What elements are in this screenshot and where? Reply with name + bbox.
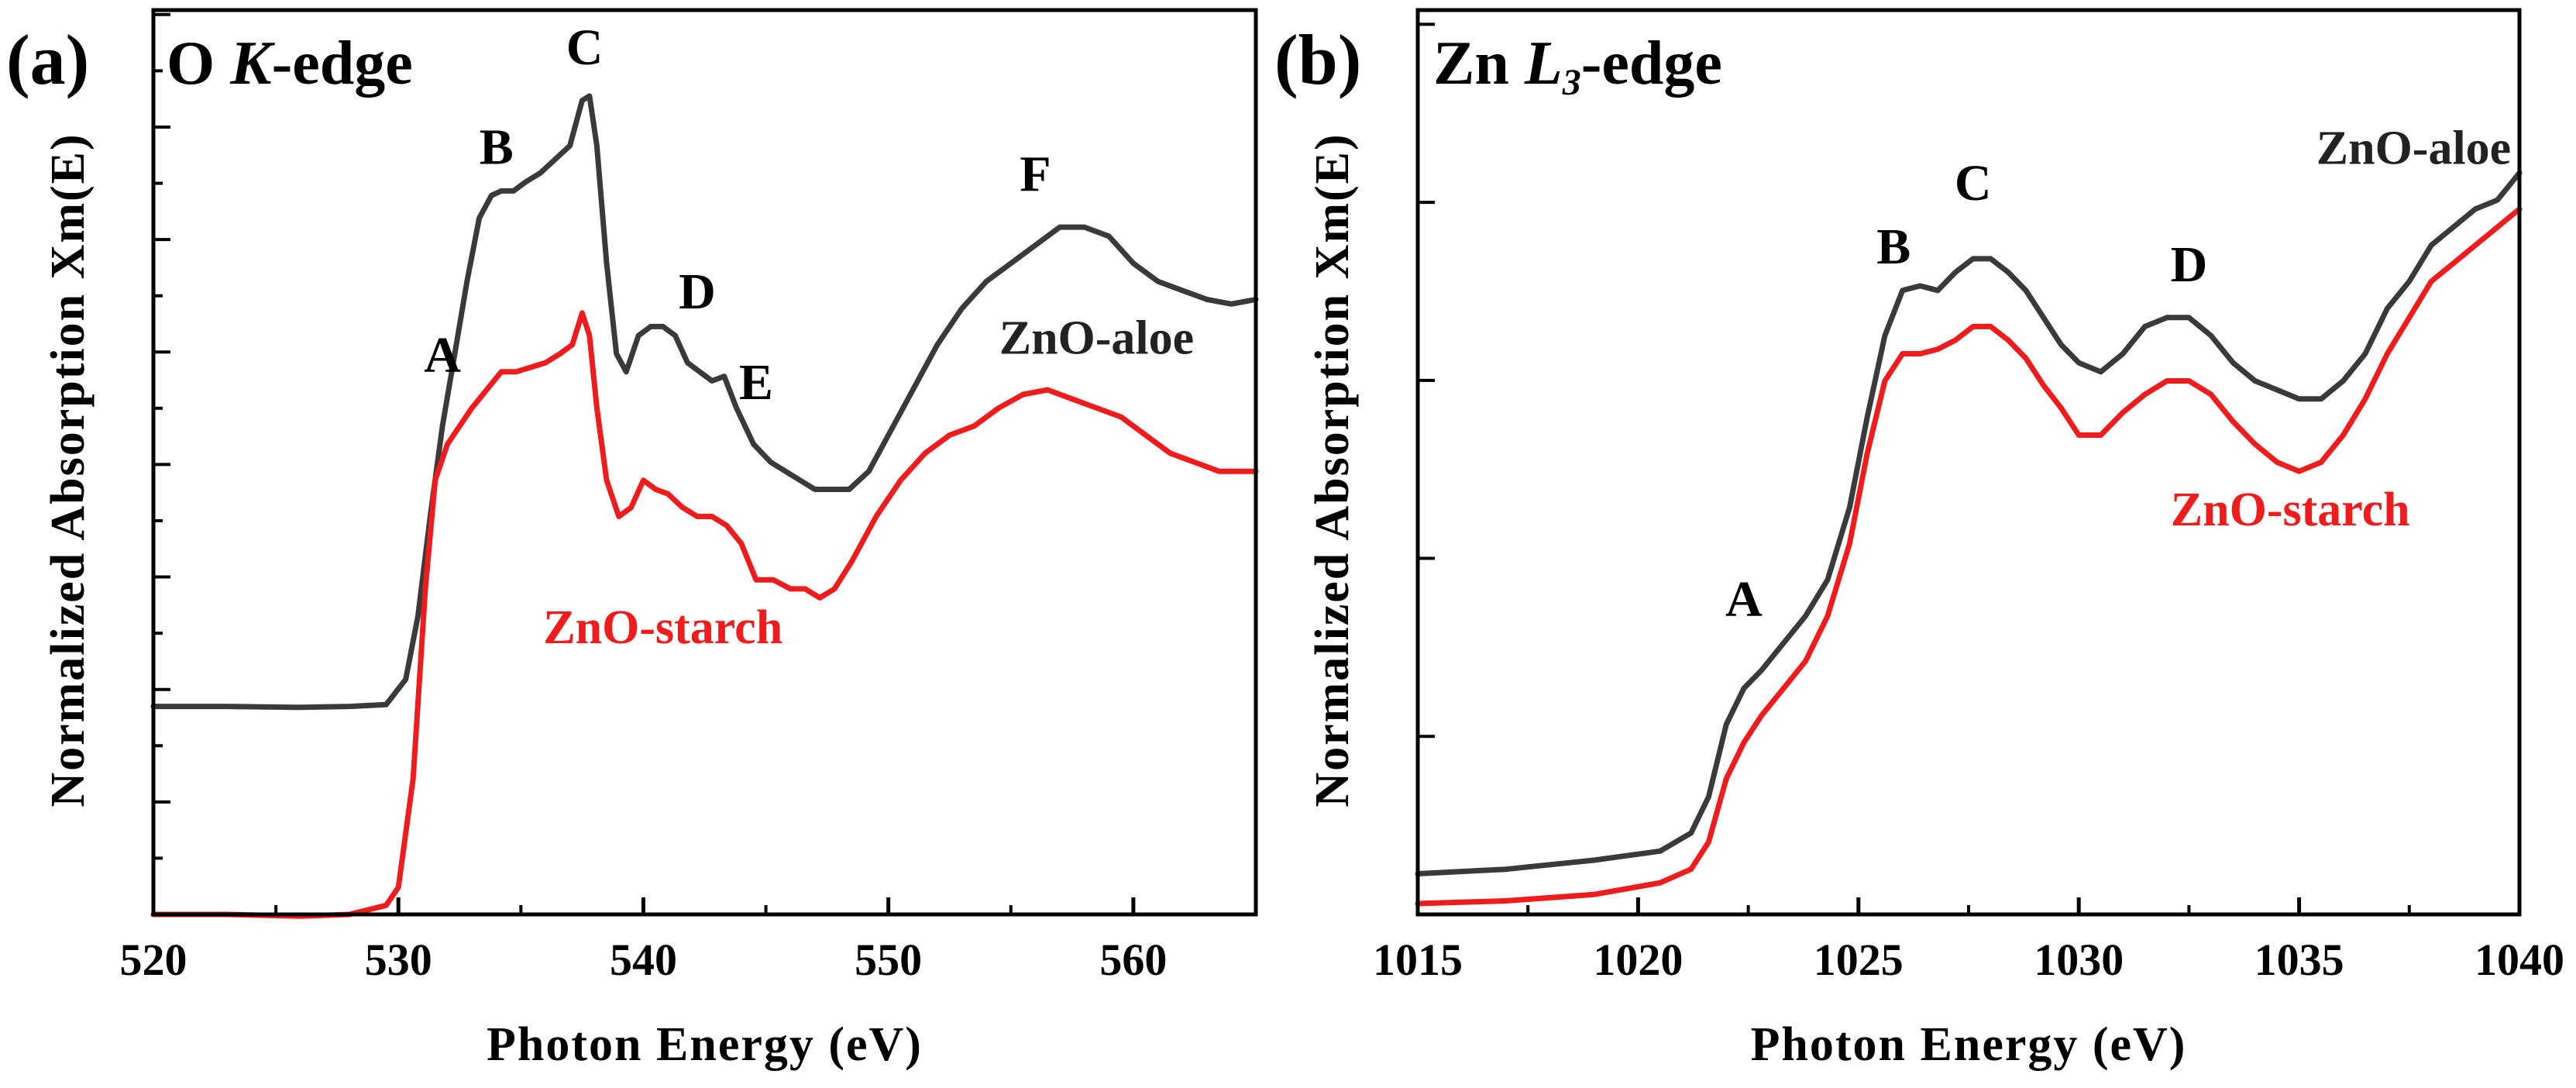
y-axis-label: Normalized Absorption Xm(E) (42, 133, 95, 807)
x-axis-label: Photon Energy (eV) (487, 1018, 923, 1071)
peak-label-d: D (679, 263, 716, 320)
x-tick-label: 550 (855, 935, 922, 985)
title-italic: L (1524, 29, 1563, 98)
series-label-zno-starch: ZnO-starch (2171, 484, 2410, 536)
series-label-zno-aloe: ZnO-aloe (999, 312, 1194, 364)
x-tick-label: 1040 (2475, 935, 2564, 985)
series-line-zno-starch (1415, 206, 2523, 907)
x-tick-label: 1030 (2034, 935, 2124, 985)
x-axis-label: Photon Energy (eV) (1751, 1018, 2187, 1071)
panel-title: O K-edge (167, 29, 413, 98)
peak-label-e: E (739, 354, 773, 411)
x-tick-label: 1025 (1814, 935, 1904, 985)
peak-label-d: D (2171, 236, 2208, 293)
peak-label-c: C (566, 19, 604, 76)
peak-label-a: A (1725, 571, 1763, 628)
x-tick-label: 1015 (1373, 935, 1463, 985)
panel-title: Zn L3-edge (1433, 29, 1722, 103)
y-axis-label: Normalized Absorption Xm(E) (1306, 133, 1359, 807)
peak-label-c: C (1955, 155, 1992, 212)
title-suffix: -edge (272, 29, 413, 98)
x-tick-label: 560 (1099, 935, 1167, 985)
series-label-zno-aloe: ZnO-aloe (2316, 122, 2511, 174)
peak-label-a: A (424, 327, 461, 384)
title-suffix: -edge (1581, 29, 1722, 98)
x-tick-label: 1020 (1593, 935, 1683, 985)
series-line-zno-starch (150, 310, 1259, 919)
x-tick-label: 1035 (2254, 935, 2344, 985)
peak-label-b: B (1876, 219, 1911, 275)
title-main: Zn (1433, 29, 1525, 98)
plot-frame (151, 8, 1258, 917)
x-tick-label: 540 (610, 935, 677, 985)
series-line-zno-aloe (150, 93, 1259, 711)
series-label-zno-starch: ZnO-starch (543, 601, 782, 654)
title-main: O (167, 29, 230, 98)
panel-label: (b) (1274, 20, 1361, 99)
title-italic: K (229, 29, 275, 98)
chart-panel-a: 520 530 540 550 560 Photon Energy (eV) Normali… (6, 8, 1259, 1071)
peak-label-b: B (480, 119, 514, 175)
x-tick-label: 530 (365, 935, 432, 985)
peak-label-f: F (1020, 146, 1051, 202)
x-tick-label: 520 (120, 935, 187, 985)
series-line-zno-aloe (1415, 170, 2523, 876)
title-subscript: 3 (1562, 62, 1581, 103)
panel-label: (a) (6, 20, 89, 99)
chart-panel-b: 1015 1020 1025 1030 1035 1040 Photon Energy (e… (1274, 8, 2564, 1071)
